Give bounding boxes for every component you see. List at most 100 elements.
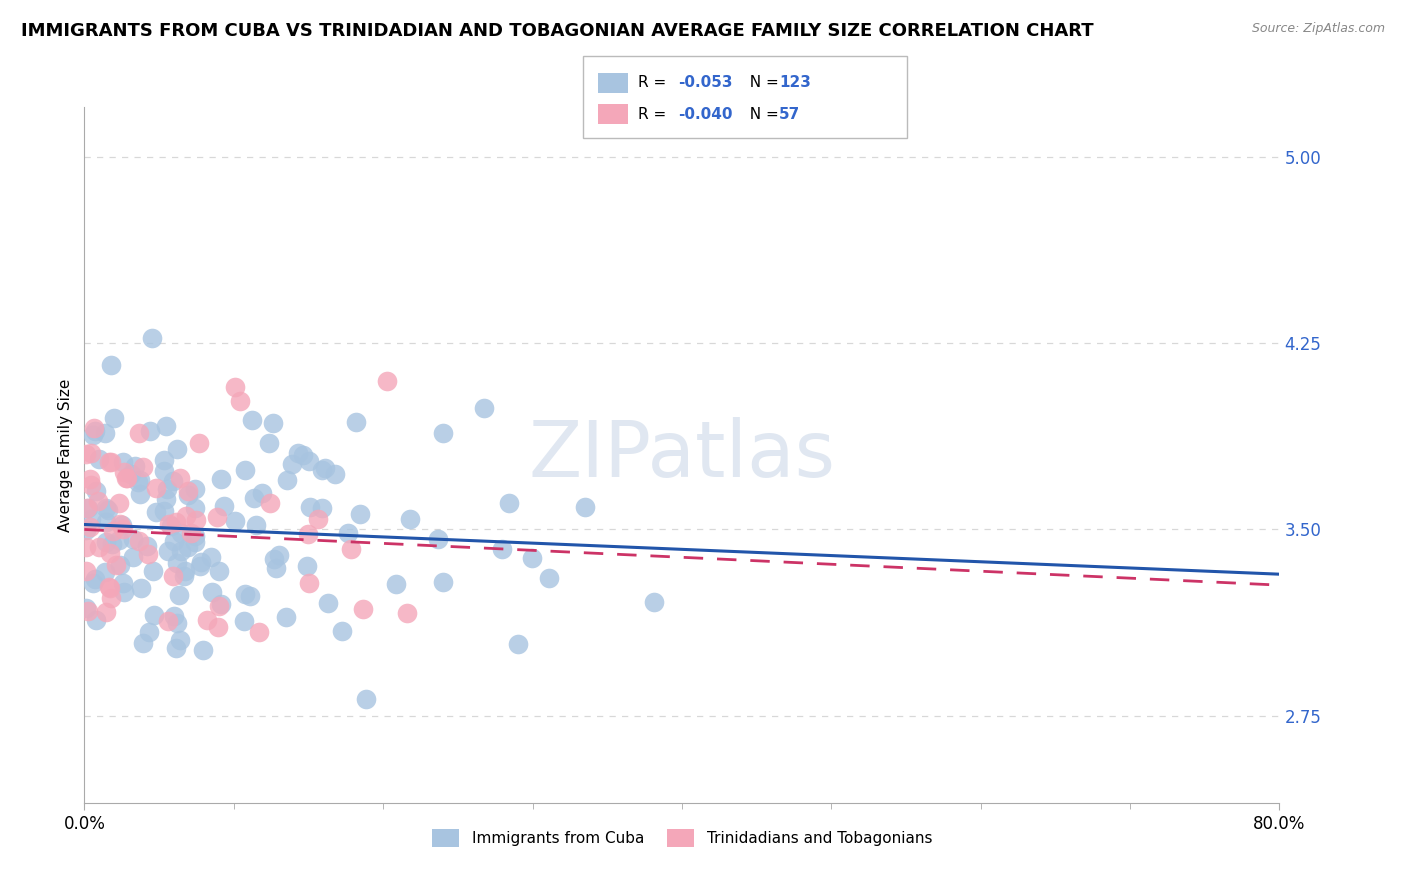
Point: [79, 472, 101, 486]
Point: [259, 495, 281, 509]
Point: [103, 411, 125, 425]
Point: [522, 550, 544, 565]
Point: [75, 540, 97, 554]
Point: [166, 442, 188, 456]
Point: [224, 379, 246, 393]
Point: [108, 496, 131, 510]
Point: [75, 564, 97, 578]
Point: [167, 588, 190, 602]
Text: IMMIGRANTS FROM CUBA VS TRINIDADIAN AND TOBAGONIAN AVERAGE FAMILY SIZE CORRELATI: IMMIGRANTS FROM CUBA VS TRINIDADIAN AND …: [21, 22, 1094, 40]
Point: [136, 547, 159, 561]
Point: [128, 473, 150, 487]
Point: [280, 457, 302, 471]
Text: R =: R =: [638, 76, 672, 90]
Point: [98, 580, 121, 594]
Point: [349, 507, 371, 521]
Point: [267, 548, 290, 562]
Point: [156, 482, 179, 496]
Point: [103, 524, 125, 539]
Point: [243, 491, 266, 505]
Point: [252, 486, 274, 500]
Point: [169, 471, 191, 485]
Point: [153, 504, 176, 518]
Point: [238, 590, 260, 604]
Point: [506, 637, 529, 651]
Point: [229, 393, 252, 408]
Point: [128, 534, 150, 549]
Point: [94, 425, 117, 440]
Point: [100, 591, 122, 605]
Text: N =: N =: [740, 76, 783, 90]
Point: [207, 620, 229, 634]
Point: [165, 515, 187, 529]
Point: [145, 505, 167, 519]
Point: [142, 565, 165, 579]
Point: [209, 472, 232, 486]
Point: [323, 467, 346, 481]
Point: [472, 401, 495, 416]
Point: [307, 511, 329, 525]
Point: [153, 464, 176, 478]
Point: [111, 517, 134, 532]
Point: [145, 481, 167, 495]
Point: [257, 435, 280, 450]
Point: [132, 636, 155, 650]
Point: [385, 577, 408, 591]
Point: [84, 613, 107, 627]
Point: [191, 642, 214, 657]
Point: [153, 452, 176, 467]
Point: [115, 471, 138, 485]
Point: [107, 533, 129, 547]
Point: [276, 610, 298, 624]
Point: [184, 501, 207, 516]
Point: [76, 604, 98, 618]
Point: [177, 488, 200, 502]
Point: [129, 581, 152, 595]
Point: [299, 500, 322, 515]
Point: [311, 463, 333, 477]
Point: [105, 558, 128, 572]
Point: [162, 569, 184, 583]
Point: [75, 601, 97, 615]
Point: [83, 421, 105, 435]
Point: [184, 528, 207, 542]
Point: [201, 585, 224, 599]
Point: [173, 569, 195, 583]
Text: -0.040: -0.040: [678, 107, 733, 121]
Point: [353, 602, 375, 616]
Point: [155, 491, 177, 506]
Point: [233, 614, 256, 628]
Point: [84, 484, 107, 499]
Point: [224, 515, 246, 529]
Point: [75, 524, 97, 538]
Point: [132, 459, 155, 474]
Point: [127, 475, 149, 490]
Point: [395, 606, 418, 620]
Point: [166, 615, 188, 630]
Point: [163, 609, 186, 624]
Point: [86, 493, 108, 508]
Point: [247, 625, 270, 640]
Point: [159, 518, 181, 533]
Point: [156, 543, 179, 558]
Point: [233, 462, 256, 476]
Point: [163, 533, 186, 548]
Point: [184, 535, 207, 549]
Point: [498, 496, 520, 510]
Point: [262, 417, 284, 431]
Point: [298, 576, 321, 591]
Point: [98, 546, 121, 560]
Point: [298, 454, 321, 468]
Point: [155, 418, 177, 433]
Point: [184, 513, 207, 527]
Point: [574, 500, 596, 514]
Point: [170, 544, 193, 558]
Point: [101, 537, 124, 551]
Point: [108, 516, 131, 531]
Point: [166, 556, 188, 570]
Point: [643, 595, 665, 609]
Legend: Immigrants from Cuba, Trinidadians and Tobagonians: Immigrants from Cuba, Trinidadians and T…: [425, 822, 939, 855]
Point: [233, 587, 256, 601]
Point: [316, 596, 339, 610]
Point: [84, 572, 107, 586]
